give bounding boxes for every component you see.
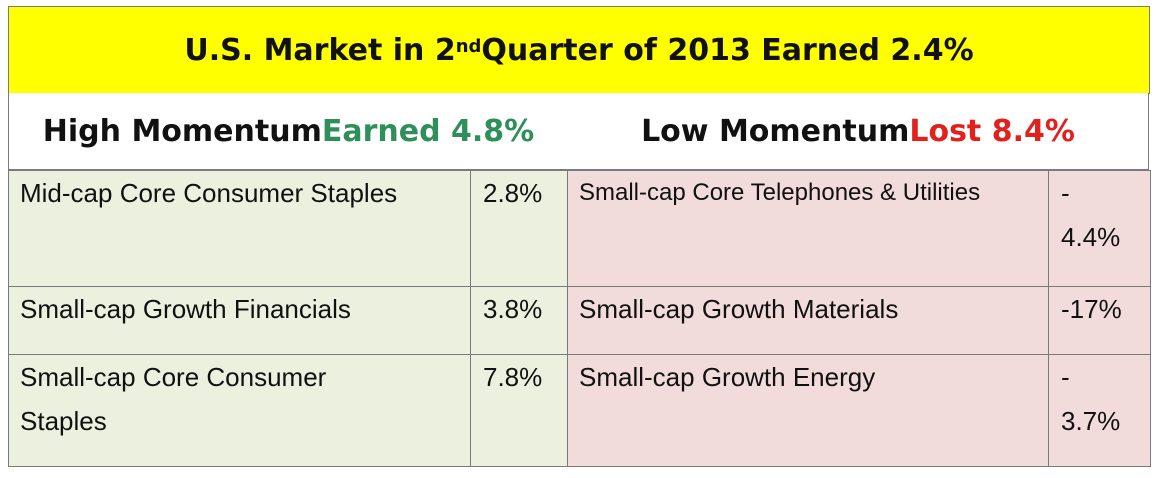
low-sector-value: -17% — [1048, 286, 1151, 355]
low-sector-name: Small-cap Growth Materials — [567, 286, 1049, 355]
momentum-data-table: Mid-cap Core Consumer Staples 2.8% Small… — [8, 170, 1151, 467]
low-value-line1: - — [1061, 178, 1070, 208]
high-sector-value: 7.8% — [470, 354, 568, 467]
low-sector-name: Small-cap Growth Energy — [567, 354, 1049, 467]
low-value-line1: -17% — [1061, 294, 1122, 324]
high-sector-name: Small-cap Growth Financials — [8, 286, 471, 355]
high-momentum-header: High Momentum Earned 4.8% — [8, 93, 569, 170]
high-sector-name: Mid-cap Core Consumer Staples — [8, 170, 471, 287]
title-superscript: nd — [455, 35, 482, 57]
high-name-line1: Small-cap Core Consumer — [20, 362, 327, 392]
table-row: Mid-cap Core Consumer Staples 2.8% Small… — [8, 170, 1151, 287]
low-value-line2: 4.4% — [1061, 222, 1121, 252]
low-momentum-label: Low Momentum — [641, 113, 910, 149]
low-value-line1: - — [1061, 362, 1070, 392]
low-sector-value: - 4.4% — [1048, 170, 1151, 287]
low-momentum-header: Low Momentum Lost 8.4% — [568, 93, 1149, 170]
high-sector-value: 2.8% — [470, 170, 568, 287]
title-prefix: U.S. Market in 2 — [184, 32, 456, 68]
high-momentum-result: Earned 4.8% — [321, 113, 535, 149]
title-suffix: Quarter of 2013 Earned 2.4% — [481, 32, 974, 68]
high-name-line2: Staples — [20, 406, 107, 436]
table-row: Small-cap Growth Financials 3.8% Small-c… — [8, 286, 1151, 355]
high-sector-value: 3.8% — [470, 286, 568, 355]
low-momentum-result: Lost 8.4% — [909, 113, 1075, 149]
high-sector-name: Small-cap Core Consumer Staples — [8, 354, 471, 467]
high-momentum-label: High Momentum — [42, 113, 322, 149]
low-sector-name: Small-cap Core Telephones & Utilities — [567, 170, 1049, 287]
table-row: Small-cap Core Consumer Staples 7.8% Smal… — [8, 354, 1151, 467]
low-value-line2: 3.7% — [1061, 406, 1121, 436]
low-sector-value: - 3.7% — [1048, 354, 1151, 467]
